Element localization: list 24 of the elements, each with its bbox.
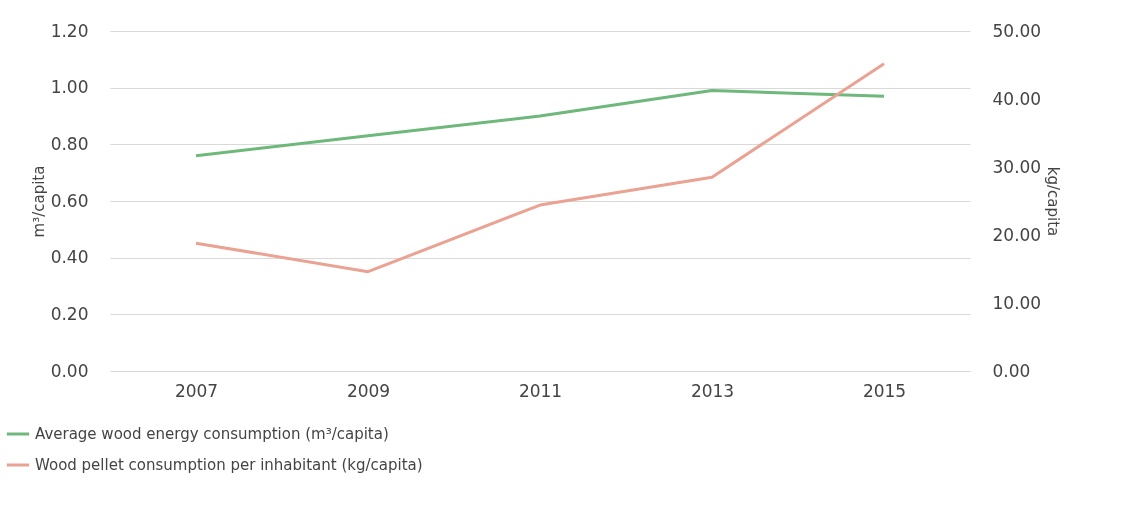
x-tick-label: 2015: [862, 380, 907, 401]
x-tick-label: 2009: [346, 380, 391, 401]
y-axis-title: m³/capita: [29, 165, 48, 238]
y2-tick-label: 30.00: [992, 156, 1042, 177]
y-tick-label: 0.80: [50, 133, 89, 154]
y2-tick-label: 40.00: [992, 88, 1042, 109]
y-tick-label: 0.00: [50, 360, 89, 381]
y-tick-label: 0.20: [50, 303, 89, 324]
y2-axis-title: kg/capita: [1044, 166, 1063, 237]
legend-label: Average wood energy consumption (m³/capita): [35, 425, 389, 443]
line-series: [194, 62, 886, 274]
y-tick-label: 0.60: [50, 190, 89, 211]
y-tick-label: 1.20: [50, 20, 89, 41]
x-tick-label: 2013: [690, 380, 735, 401]
x-tick-label: 2011: [518, 380, 563, 401]
y2-tick-label: 10.00: [992, 292, 1042, 313]
y2-tick-label: 50.00: [992, 20, 1042, 41]
y-tick-label: 0.40: [50, 247, 89, 268]
y2-tick-label: 0.00: [992, 360, 1031, 381]
x-tick-label: 2007: [174, 380, 219, 401]
y2-tick-label: 20.00: [992, 224, 1042, 245]
y-tick-label: 1.00: [50, 77, 89, 98]
legend-label: Wood pellet consumption per inhabitant (kg/capita): [35, 456, 423, 474]
line-series: [194, 89, 886, 158]
